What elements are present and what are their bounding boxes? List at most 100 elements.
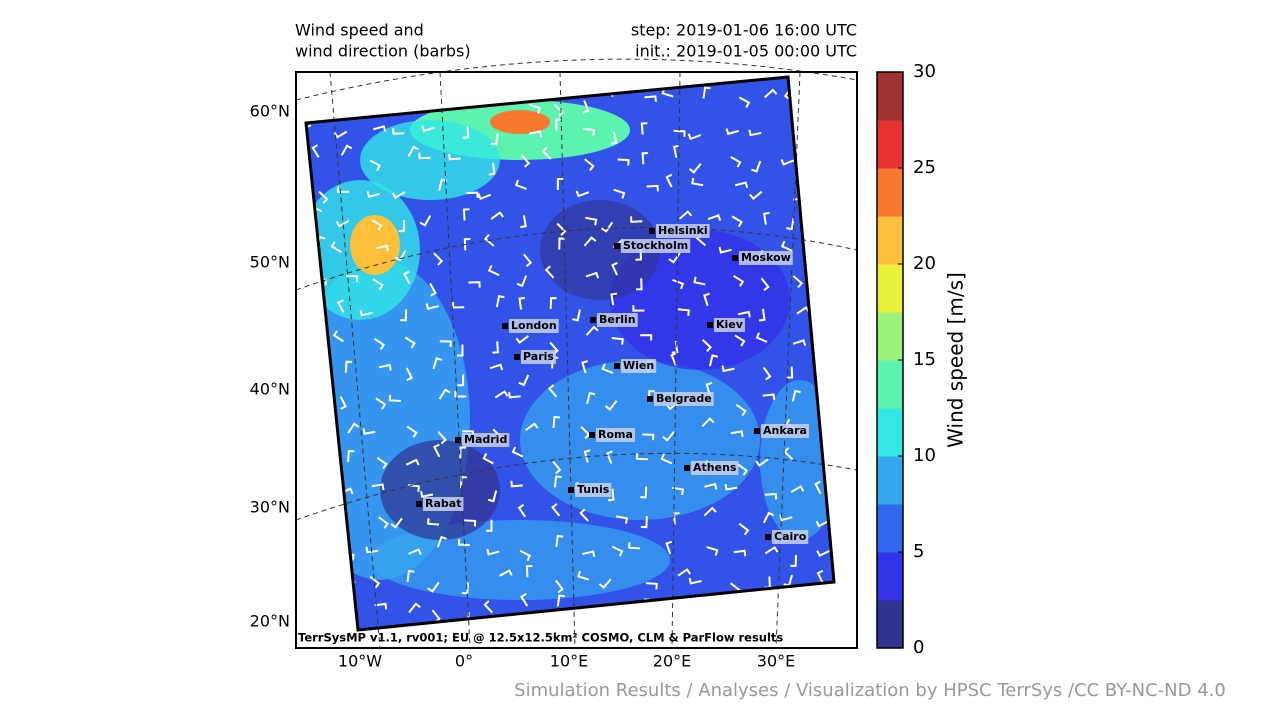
colorbar-segment bbox=[877, 264, 903, 313]
barb bbox=[707, 214, 722, 221]
barb bbox=[369, 159, 382, 172]
barb bbox=[464, 519, 477, 527]
barb bbox=[792, 275, 804, 289]
barb bbox=[549, 296, 557, 310]
city-marker bbox=[765, 534, 771, 540]
city-label: Wien bbox=[623, 359, 654, 372]
city-marker bbox=[589, 432, 595, 438]
barb bbox=[477, 193, 492, 201]
barb bbox=[454, 390, 467, 398]
barb bbox=[553, 475, 562, 488]
barb bbox=[489, 363, 504, 371]
barb bbox=[640, 486, 648, 499]
barb bbox=[378, 516, 389, 529]
barb bbox=[516, 275, 528, 288]
barb bbox=[582, 100, 590, 114]
barb bbox=[423, 86, 432, 101]
barb bbox=[339, 100, 346, 113]
lon-label: 30°E bbox=[757, 652, 795, 671]
barb bbox=[553, 103, 564, 117]
barb bbox=[607, 488, 615, 502]
barb bbox=[703, 506, 717, 517]
barb bbox=[405, 458, 420, 466]
barb bbox=[751, 160, 762, 173]
barb bbox=[672, 144, 680, 158]
map-frame bbox=[295, 71, 858, 649]
barb bbox=[541, 146, 552, 160]
barb bbox=[755, 458, 769, 467]
barb bbox=[432, 357, 443, 370]
barb bbox=[816, 569, 824, 584]
barb bbox=[601, 363, 614, 375]
barb bbox=[529, 103, 542, 114]
city-marker bbox=[732, 255, 738, 261]
barb bbox=[457, 374, 465, 387]
barb bbox=[462, 208, 470, 221]
barb bbox=[390, 517, 403, 529]
lat-label: 40°N bbox=[250, 380, 290, 399]
barb bbox=[644, 95, 657, 102]
city-label: Stockholm bbox=[623, 239, 688, 252]
barb bbox=[483, 233, 495, 247]
barb bbox=[408, 602, 421, 614]
barb bbox=[335, 219, 350, 228]
barb bbox=[520, 592, 529, 607]
city-label: Helsinki bbox=[658, 224, 708, 237]
barb bbox=[821, 420, 834, 428]
barb bbox=[810, 312, 825, 320]
barb bbox=[437, 431, 447, 445]
barb bbox=[583, 236, 597, 247]
barb bbox=[333, 516, 347, 528]
colorbar-segment bbox=[877, 216, 903, 265]
barb bbox=[468, 281, 481, 288]
lon-label: 10°E bbox=[550, 652, 588, 671]
barb bbox=[732, 274, 745, 287]
city-label-bg bbox=[656, 224, 710, 238]
colorbar-tick-label: 10 bbox=[913, 445, 936, 466]
barb bbox=[826, 629, 834, 630]
barb bbox=[483, 600, 494, 614]
barb bbox=[400, 309, 408, 322]
lat-label: 30°N bbox=[250, 498, 290, 517]
colorbar-tick-label: 30 bbox=[913, 61, 936, 82]
colorbar-tick-label: 5 bbox=[913, 541, 924, 562]
city-marker bbox=[455, 437, 461, 443]
city-label-bg bbox=[462, 433, 510, 447]
city-marker bbox=[754, 428, 760, 434]
map-footer: TerrSysMP v1.1, rv001; EU @ 12.5x12.5km²… bbox=[298, 631, 783, 645]
barb bbox=[764, 546, 779, 555]
barb bbox=[821, 369, 830, 384]
barb bbox=[703, 292, 710, 307]
city-label-bg bbox=[509, 319, 559, 333]
barb bbox=[825, 181, 834, 190]
barb bbox=[572, 309, 581, 322]
barb bbox=[585, 325, 599, 336]
domain-border bbox=[304, 75, 836, 632]
barb bbox=[734, 334, 746, 347]
barb bbox=[330, 241, 342, 253]
lat-label: 60°N bbox=[250, 102, 290, 121]
barb bbox=[340, 144, 353, 156]
barb bbox=[452, 301, 465, 309]
city-label-bg bbox=[772, 530, 809, 544]
barb bbox=[687, 133, 702, 141]
barb bbox=[488, 162, 496, 176]
barb bbox=[306, 311, 316, 318]
barb bbox=[815, 520, 830, 528]
barb bbox=[487, 265, 500, 277]
barb bbox=[670, 352, 678, 366]
colorbar-tick-label: 25 bbox=[913, 157, 936, 178]
barb bbox=[816, 549, 830, 558]
city-marker bbox=[647, 396, 653, 402]
barb bbox=[792, 339, 807, 346]
barb bbox=[362, 428, 376, 435]
city-label-bg bbox=[596, 428, 635, 442]
barb bbox=[310, 414, 321, 427]
city-label-bg bbox=[654, 392, 714, 406]
city-label-bg bbox=[691, 461, 739, 475]
barb bbox=[581, 360, 588, 374]
lat-label: 50°N bbox=[250, 253, 290, 272]
barb bbox=[402, 270, 411, 285]
barb bbox=[408, 548, 422, 555]
barb bbox=[582, 550, 596, 558]
